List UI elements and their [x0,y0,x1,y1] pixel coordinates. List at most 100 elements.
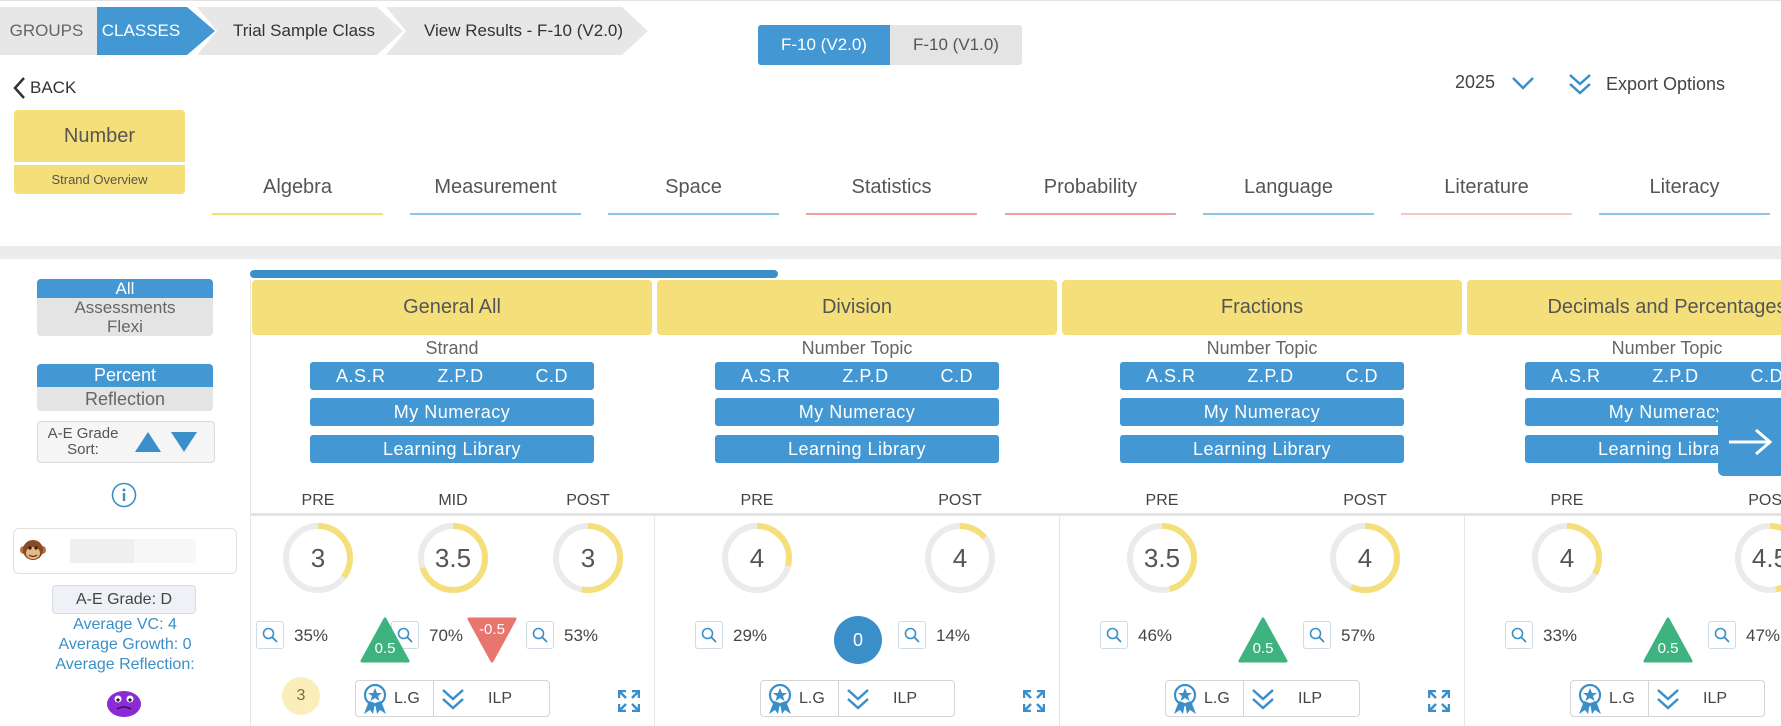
award-ribbon-icon [1173,683,1197,714]
mode-percent[interactable]: Percent [37,364,213,387]
filter-all[interactable]: All [37,279,213,298]
learning-library-button[interactable]: Learning Library [1120,435,1404,463]
score-value: 3 [310,542,326,573]
ilp-button[interactable]: ILP [1649,681,1727,716]
pill-code-asr[interactable]: A.S.R [1550,365,1601,386]
topic-type-label: Number Topic [1206,338,1318,358]
pill-code-asr[interactable]: A.S.R [1145,365,1196,386]
pill-code-zpd[interactable]: Z.P.D [1652,365,1699,386]
topic-column: Fractions Number Topic A.S.R Z.P.D C.D My Num… [1060,280,1465,726]
pill-code-cd[interactable]: C.D [1750,365,1781,386]
pill-code-cd[interactable]: C.D [940,365,973,386]
topic-column: Decimals and Percentages Number Topic A.S.… [1465,280,1781,726]
zoom-button[interactable] [256,621,284,649]
magnifier-icon [904,627,920,643]
learning-library-button[interactable]: Learning Library [310,435,594,463]
expand-icon[interactable] [1023,690,1045,712]
horizontal-scroll-progress[interactable] [250,270,778,278]
topic-header[interactable]: Fractions [1062,280,1462,335]
lg-ilp-control: L.G ILP [1570,680,1765,717]
pill-code-asr[interactable]: A.S.R [740,365,791,386]
phase-label-pre: PRE [1550,492,1584,509]
topic-header[interactable]: Division [657,280,1057,335]
magnifier-icon [1714,627,1730,643]
my-numeracy-button[interactable]: My Numeracy [1120,398,1404,426]
pill-code-cd[interactable]: C.D [535,365,568,386]
strand-tab-literature[interactable]: Literature [1401,176,1572,215]
learning-library-button[interactable]: Learning Library [715,435,999,463]
breadcrumb-view-results[interactable]: View Results - F-10 (V2.0) [386,7,648,55]
expand-icon[interactable] [1428,690,1450,712]
zoom-button[interactable] [526,621,554,649]
ilp-button[interactable]: ILP [434,681,512,716]
sort-ascending-icon[interactable] [134,431,162,453]
info-icon[interactable] [111,482,137,508]
breadcrumb-classes[interactable]: CLASSES [97,7,215,55]
score-ring[interactable]: 3.5 [1125,521,1199,595]
pill-code-asr[interactable]: A.S.R [335,365,386,386]
filter-assessments[interactable]: Assessments [74,298,176,317]
progress-ring [925,523,995,593]
percent-value: 53% [564,626,599,645]
column-divider [654,513,655,726]
lg-button[interactable]: L.G [761,681,839,716]
my-numeracy-button[interactable]: My Numeracy [310,398,594,426]
score-ring[interactable]: 4 [720,521,794,595]
score-value: 3.5 [1143,542,1181,573]
phase-label-pre: PRE [740,492,774,509]
score-ring[interactable]: 3 [281,521,355,595]
percent-value: 35% [294,626,329,645]
phase-label-pre: PRE [301,492,335,509]
zoom-button[interactable] [695,621,723,649]
zoom-button[interactable] [1708,621,1736,649]
sort-descending-icon[interactable] [170,431,198,453]
scroll-right-button[interactable] [1718,408,1781,476]
lg-button[interactable]: L.G [1166,681,1244,716]
strand-tab-statistics[interactable]: Statistics [806,176,977,215]
breadcrumb-groups[interactable]: GROUPS [0,7,97,55]
strand-overview-tile[interactable]: Number Strand Overview [14,110,185,194]
strand-tab-language[interactable]: Language [1203,176,1374,215]
topic-header[interactable]: General All [252,280,652,335]
zoom-button[interactable] [1303,621,1331,649]
my-numeracy-button[interactable]: My Numeracy [715,398,999,426]
export-options-button[interactable]: Export Options [1568,72,1725,96]
mode-reflection[interactable]: Reflection [84,389,166,409]
growth-value: 0.5 [1657,640,1679,657]
score-ring[interactable]: 4 [923,521,997,595]
score-ring[interactable]: 4 [1530,521,1604,595]
filter-flexi[interactable]: Flexi [107,317,143,336]
zoom-button[interactable] [1505,621,1533,649]
ilp-button[interactable]: ILP [1244,681,1322,716]
strand-tab-literacy[interactable]: Literacy [1599,176,1770,215]
award-ribbon-icon [1578,683,1602,714]
score-ring[interactable]: 4 [1328,521,1402,595]
ilp-button[interactable]: ILP [839,681,917,716]
pill-code-zpd[interactable]: Z.P.D [842,365,889,386]
strand-tab-probability[interactable]: Probability [1005,176,1176,215]
score-ring[interactable]: 3 [551,521,625,595]
zoom-button[interactable] [1100,621,1128,649]
strand-tab-algebra[interactable]: Algebra [212,176,383,215]
zoom-button[interactable] [898,621,926,649]
pill-code-zpd[interactable]: Z.P.D [1247,365,1294,386]
score-ring[interactable]: 4.5 [1733,521,1781,595]
version-v2-button[interactable]: F-10 (V2.0) [758,25,890,65]
pill-code-zpd[interactable]: Z.P.D [437,365,484,386]
ilp-label: ILP [1703,689,1728,707]
score-ring[interactable]: 3.5 [416,521,490,595]
year-select[interactable]: 2025 [1455,72,1535,93]
breadcrumb-class[interactable]: Trial Sample Class [197,7,403,55]
pill-code-cd[interactable]: C.D [1345,365,1378,386]
progress-arc [1127,523,1197,593]
back-button[interactable]: BACK [12,76,76,100]
topic-header[interactable]: Decimals and Percentages [1467,280,1781,335]
expand-icon[interactable] [618,690,640,712]
lg-button[interactable]: L.G [1571,681,1649,716]
lg-button[interactable]: L.G [356,681,434,716]
version-v1-button[interactable]: F-10 (V1.0) [890,25,1022,65]
strand-tab-space[interactable]: Space [608,176,779,215]
strand-tab-measurement[interactable]: Measurement [410,176,581,215]
lg-ilp-control: L.G ILP [355,680,550,717]
student-card[interactable] [13,528,237,574]
